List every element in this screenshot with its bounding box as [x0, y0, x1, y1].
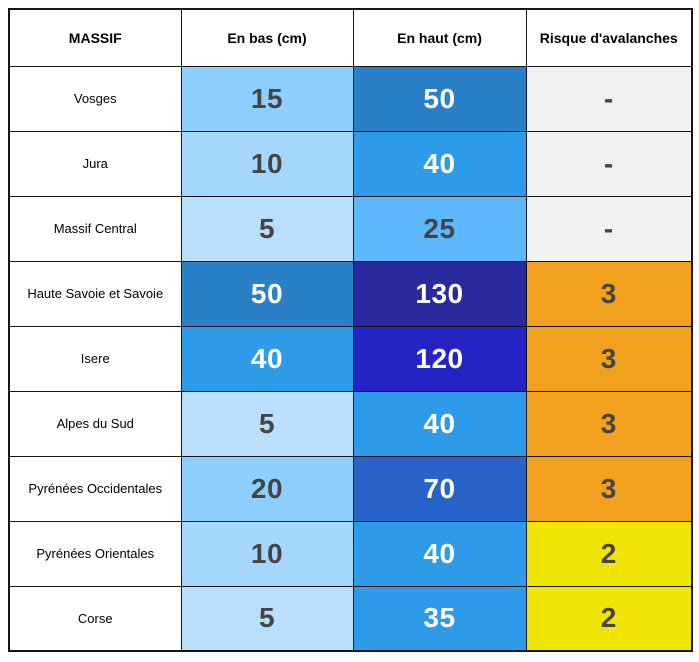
table-row: Pyrénées Occidentales 20 70 3	[8, 455, 693, 522]
en-bas-cell: 50	[180, 260, 354, 327]
column-header-massif: MASSIF	[8, 8, 182, 67]
en-haut-cell: 50	[352, 65, 527, 132]
en-bas-cell: 10	[180, 130, 354, 197]
en-bas-cell: 10	[180, 520, 354, 587]
massif-cell: Isere	[8, 325, 182, 392]
massif-cell: Massif Central	[8, 195, 182, 262]
en-bas-cell: 40	[180, 325, 354, 392]
table-row: Corse 5 35 2	[8, 585, 693, 652]
massif-cell: Alpes du Sud	[8, 390, 182, 457]
risque-cell: 3	[525, 260, 693, 327]
risque-cell: 3	[525, 390, 693, 457]
en-haut-cell: 35	[352, 585, 527, 652]
massif-cell: Jura	[8, 130, 182, 197]
table-row: Haute Savoie et Savoie 50 130 3	[8, 260, 693, 327]
table-row: Alpes du Sud 5 40 3	[8, 390, 693, 457]
risque-cell: -	[525, 65, 693, 132]
massif-cell: Corse	[8, 585, 182, 652]
en-bas-cell: 20	[180, 455, 354, 522]
en-bas-cell: 5	[180, 390, 354, 457]
en-haut-cell: 130	[352, 260, 527, 327]
snow-report-table-container: MASSIF En bas (cm) En haut (cm) Risque d…	[8, 8, 693, 652]
risque-cell: 2	[525, 585, 693, 652]
en-bas-cell: 15	[180, 65, 354, 132]
en-haut-cell: 40	[352, 520, 527, 587]
risque-cell: -	[525, 130, 693, 197]
massif-cell: Pyrénées Occidentales	[8, 455, 182, 522]
en-haut-cell: 120	[352, 325, 527, 392]
risque-cell: 2	[525, 520, 693, 587]
column-header-en-haut: En haut (cm)	[352, 8, 527, 67]
risque-cell: 3	[525, 325, 693, 392]
massif-cell: Vosges	[8, 65, 182, 132]
massif-cell: Pyrénées Orientales	[8, 520, 182, 587]
table-row: Vosges 15 50 -	[8, 65, 693, 132]
en-bas-cell: 5	[180, 195, 354, 262]
risque-cell: -	[525, 195, 693, 262]
en-haut-cell: 40	[352, 130, 527, 197]
table-row: Isere 40 120 3	[8, 325, 693, 392]
table-row: Jura 10 40 -	[8, 130, 693, 197]
column-header-risque: Risque d'avalanches	[525, 8, 693, 67]
risque-cell: 3	[525, 455, 693, 522]
en-haut-cell: 40	[352, 390, 527, 457]
snow-report-table: MASSIF En bas (cm) En haut (cm) Risque d…	[8, 8, 693, 652]
en-bas-cell: 5	[180, 585, 354, 652]
massif-cell: Haute Savoie et Savoie	[8, 260, 182, 327]
column-header-en-bas: En bas (cm)	[180, 8, 354, 67]
header-row: MASSIF En bas (cm) En haut (cm) Risque d…	[8, 8, 693, 67]
en-haut-cell: 25	[352, 195, 527, 262]
table-row: Massif Central 5 25 -	[8, 195, 693, 262]
en-haut-cell: 70	[352, 455, 527, 522]
table-row: Pyrénées Orientales 10 40 2	[8, 520, 693, 587]
